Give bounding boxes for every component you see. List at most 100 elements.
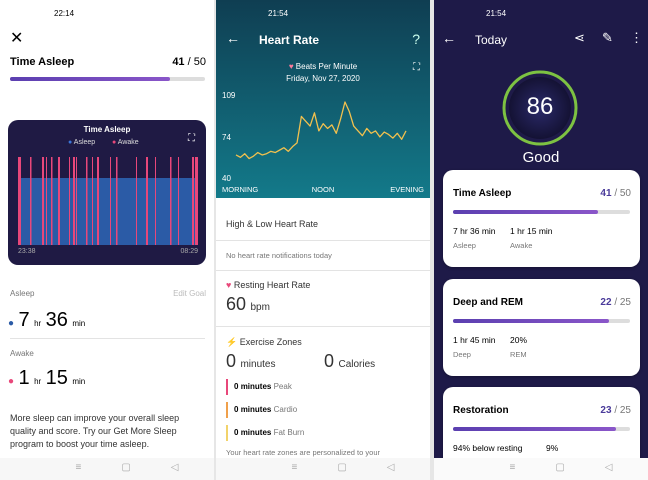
chart-date: Friday, Nov 27, 2020 [286, 74, 360, 83]
asleep-duration: ● 7 hr 36 min [8, 309, 86, 331]
nav-bar: ≡▢◁ [434, 458, 648, 480]
resting-value: 60 bpm [226, 294, 270, 315]
share-button[interactable]: ⋖ [574, 30, 585, 45]
score: 22 / 25 [600, 297, 631, 308]
title: Resting Heart Rate [233, 280, 311, 290]
y-tick-label: 74 [222, 133, 231, 142]
sleep-score: 86 [526, 93, 554, 120]
hours: 7 [18, 309, 30, 331]
separator: / [614, 297, 618, 308]
value: 0 [226, 351, 237, 371]
close-button[interactable]: ✕ [10, 30, 24, 47]
score-ring [502, 70, 578, 146]
x-tick-label: NOON [312, 185, 335, 194]
zone-row: 0 minutes Cardio [226, 402, 297, 418]
status-time: 21:54 [268, 9, 289, 18]
divider [216, 326, 430, 327]
separator: / [187, 56, 191, 68]
status-time: 22:14 [54, 9, 75, 18]
chart-subtitle: ♥ Beats Per Minute [288, 62, 358, 71]
zone: Cardio [273, 405, 298, 414]
section-title: High & Low Heart Rate [226, 219, 319, 229]
progress-track [453, 210, 630, 214]
zones-title: ⚡ Exercise Zones [226, 337, 302, 347]
progress-track [10, 77, 205, 81]
x-tick-label: EVENING [390, 185, 424, 194]
title: Heart Rate [259, 33, 320, 47]
value: 0 [234, 382, 239, 391]
progress-fill [453, 210, 599, 214]
edit-goal[interactable]: Edit Goal [173, 289, 206, 298]
stat-label: Awake [510, 241, 533, 250]
nav-bar: ≡▢◁ [0, 458, 214, 480]
zones-footer: Your heart rate zones are personalized t… [226, 448, 380, 457]
unit: min [72, 377, 86, 386]
progress-fill [10, 77, 170, 81]
x-tick-label: MORNING [222, 185, 258, 194]
stat-value: 1 hr 15 min [510, 226, 553, 236]
zone: Fat Burn [273, 428, 305, 437]
zone-row: 0 minutes Fat Burn [226, 425, 304, 441]
score-value: 23 [600, 405, 612, 416]
divider [216, 270, 430, 271]
zone-minutes: 0 minutes [226, 351, 275, 372]
score-card[interactable]: Deep and REM 22 / 25 1 hr 45 min Deep 20% R… [443, 279, 640, 376]
progress-fill [453, 319, 609, 323]
card-title: Time Asleep [453, 188, 512, 199]
score-value: 41 [172, 56, 185, 68]
start-time: 23:38 [18, 248, 36, 255]
card-title: Time Asleep [83, 125, 131, 134]
unit: Calories [338, 359, 376, 370]
progress-track [453, 427, 630, 431]
awake-stripes [18, 157, 198, 245]
edit-button[interactable]: ✎ [602, 30, 613, 45]
header [216, 0, 430, 198]
progress-track [453, 319, 630, 323]
unit: min [72, 319, 86, 328]
progress-fill [453, 427, 616, 431]
score-card[interactable]: Time Asleep 41 / 50 7 hr 36 min Asleep 1 h… [443, 170, 640, 267]
stat-value: 9% [546, 443, 559, 453]
sleep-chart-card: Time Asleep ⛶ ● Asleep ● Awake 23:38 08:… [8, 120, 206, 265]
value: 0 [234, 428, 239, 437]
awake-duration: ● 1 hr 15 min [8, 367, 86, 389]
hours: 1 [18, 367, 30, 389]
title: Exercise Zones [239, 337, 302, 347]
asleep-label: Asleep [10, 289, 35, 298]
subtitle: Beats Per Minute [295, 62, 358, 71]
status-time: 21:54 [486, 9, 507, 18]
value: 0 [324, 351, 335, 371]
stat-value: 7 hr 36 min [453, 226, 496, 236]
sleep-stages-chart [18, 157, 198, 245]
score: 23 / 25 [600, 405, 631, 416]
expand-button[interactable]: ⛶ [188, 133, 195, 144]
y-tick-label: 40 [222, 174, 231, 183]
goal: 50 [193, 56, 206, 68]
back-button[interactable]: ← [226, 30, 240, 46]
legend-awake: ● Awake [112, 139, 139, 146]
back-button[interactable]: ← [442, 30, 456, 46]
stat-value: 94% below resting [453, 443, 523, 453]
title: Time Asleep [10, 56, 75, 68]
unit: minutes [240, 405, 272, 414]
legend-asleep: ● Asleep [68, 139, 96, 146]
goal: 25 [619, 405, 631, 416]
card-title: Deep and REM [453, 297, 524, 308]
help-button[interactable]: ? [412, 31, 420, 47]
minutes: 15 [45, 367, 68, 389]
sleep-today-screen: 21:54 ← Today ⋖ ✎ ⋮ 86 Good Time Asleep … [434, 0, 648, 480]
separator: / [614, 188, 618, 199]
asleep-band [18, 178, 198, 245]
unit: bpm [250, 302, 270, 313]
divider [10, 338, 205, 339]
resting-title: ♥ Resting Heart Rate [226, 280, 311, 290]
card-title: Restoration [453, 405, 509, 416]
heart-rate-screen: 21:54 ← Heart Rate ? ♥ Beats Per Minute … [216, 0, 430, 480]
unit: hr [34, 319, 42, 328]
more-button[interactable]: ⋮ [630, 30, 643, 45]
expand-button[interactable]: ⛶ [413, 62, 420, 73]
stat-label: Asleep [453, 241, 476, 250]
note: More sleep can improve your overall slee… [10, 413, 180, 449]
value: 0 [234, 405, 239, 414]
end-time: 08:29 [180, 248, 198, 255]
